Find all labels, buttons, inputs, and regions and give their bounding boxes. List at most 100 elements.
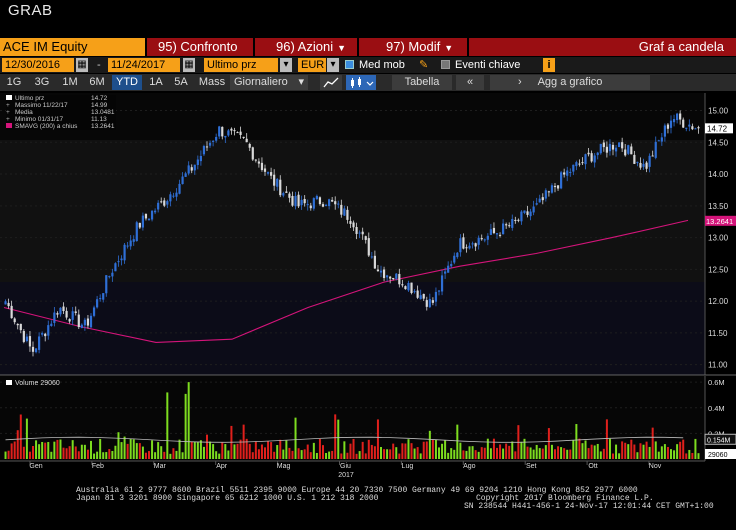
period-ytd[interactable]: YTD	[112, 75, 142, 90]
candle-body	[135, 222, 138, 242]
end-date-field[interactable]: 11/24/2017	[108, 58, 180, 72]
key-events-checkbox[interactable]	[441, 60, 450, 69]
info-icon[interactable]: i	[543, 58, 555, 72]
volume-bar	[56, 439, 59, 459]
y-tick-label: 12.50	[708, 265, 729, 274]
line-chart-icon[interactable]	[320, 75, 342, 90]
volume-bar	[612, 453, 614, 459]
volume-bar	[373, 446, 376, 459]
volume-bar	[621, 441, 624, 459]
start-date-field[interactable]: 12/30/2016	[2, 58, 74, 72]
volume-bar	[679, 441, 682, 459]
volume-bar	[50, 451, 53, 459]
volume-bar	[163, 451, 166, 459]
volume-bar	[413, 448, 416, 459]
volume-bar	[328, 451, 331, 459]
double-chevron-left-icon[interactable]: «	[456, 75, 484, 90]
volume-bar	[438, 447, 440, 459]
volume-bar	[480, 447, 483, 459]
volume-bar	[306, 444, 309, 459]
candle-body	[605, 146, 608, 153]
volume-bar	[16, 430, 19, 459]
period-6m[interactable]: 6M	[89, 76, 105, 88]
frequency-select[interactable]: Giornaliero ▾	[230, 75, 308, 90]
volume-bar	[291, 450, 294, 459]
candle-body	[575, 162, 578, 167]
calendar-icon[interactable]: ▦	[183, 58, 195, 72]
candle-body	[340, 204, 343, 215]
volume-bar	[151, 440, 154, 459]
volume-bar	[166, 392, 169, 459]
candle-body	[239, 131, 242, 135]
x-tick-label: Mar	[154, 463, 167, 470]
candle-body	[248, 143, 251, 148]
volume-bar	[102, 452, 105, 459]
volume-bar	[648, 446, 651, 459]
candle-body	[474, 243, 477, 247]
volume-bar	[126, 443, 129, 459]
candle-body	[154, 210, 157, 213]
volume-bar	[35, 440, 38, 459]
candlestick-chart-icon[interactable]	[346, 75, 376, 90]
period-5a[interactable]: 5A	[174, 76, 188, 88]
candle-body	[318, 197, 322, 205]
candle-body	[541, 197, 544, 201]
volume-bar	[602, 448, 605, 459]
candle-body	[611, 144, 615, 150]
period-max[interactable]: Mass	[198, 76, 226, 88]
x-tick-label: Giu	[340, 463, 351, 470]
actions-menu[interactable]: 96) Azioni ▼	[276, 38, 346, 56]
legend-label: Minimo 01/31/17	[15, 116, 64, 123]
volume-bar	[532, 449, 535, 459]
modify-menu[interactable]: 97) Modif ▼	[386, 38, 453, 56]
period-1m[interactable]: 1M	[62, 76, 78, 88]
period-1g[interactable]: 1G	[6, 76, 22, 88]
calendar-icon[interactable]: ▦	[76, 58, 88, 72]
period-1a[interactable]: 1A	[149, 76, 163, 88]
volume-bar	[187, 382, 190, 459]
candle-body	[28, 336, 32, 347]
legend-value: 14.99	[91, 102, 108, 109]
volume-bar	[670, 449, 672, 459]
table-button[interactable]: Tabella	[392, 75, 452, 90]
volume-bar	[325, 452, 328, 459]
volume-bar	[557, 446, 560, 459]
candle-body	[413, 291, 416, 293]
volume-bar	[190, 441, 193, 459]
candle-body	[419, 295, 422, 300]
compare-menu[interactable]: 95) Confronto	[158, 38, 238, 56]
candle-body	[74, 311, 77, 313]
candlestick-chart[interactable]: 15.00 14.50 14.00 13.50 13.00 12.50 12.00 11.50…	[0, 93, 736, 493]
chevron-down-icon[interactable]: ▾	[327, 58, 339, 72]
volume-bar	[93, 453, 96, 459]
chevron-down-icon[interactable]: ▾	[280, 58, 292, 72]
chart-area[interactable]: 15.00 14.50 14.00 13.50 13.00 12.50 12.00 11.50…	[0, 93, 736, 493]
volume-bar	[456, 424, 459, 459]
volume-bar	[346, 452, 349, 459]
volume-bar	[331, 450, 334, 459]
candle-body	[215, 136, 218, 141]
price-field-select[interactable]: Ultimo prz	[204, 58, 278, 72]
volume-bar	[264, 447, 266, 459]
candle-body	[25, 336, 28, 342]
volume-bar	[312, 442, 315, 459]
volume-bar	[169, 453, 172, 459]
candle-body	[10, 305, 13, 319]
pencil-icon[interactable]: ✎	[419, 59, 429, 71]
period-3g[interactable]: 3G	[34, 76, 50, 88]
volume-bar	[419, 453, 422, 459]
moving-average-checkbox[interactable]	[345, 60, 354, 69]
add-to-chart-button[interactable]: › Agg a grafico	[490, 75, 650, 90]
candle-body	[83, 319, 86, 326]
candle-body	[398, 273, 401, 285]
security-field[interactable]: ACE IM Equity	[0, 38, 145, 56]
candle-body	[22, 330, 25, 342]
candle-body	[358, 232, 361, 234]
currency-field[interactable]: EUR	[298, 58, 326, 72]
candle-body	[566, 170, 569, 176]
candle-body	[480, 238, 483, 240]
candle-body	[108, 276, 111, 278]
volume-bar	[453, 449, 456, 459]
candle-body	[517, 219, 520, 221]
volume-bar	[596, 443, 599, 459]
